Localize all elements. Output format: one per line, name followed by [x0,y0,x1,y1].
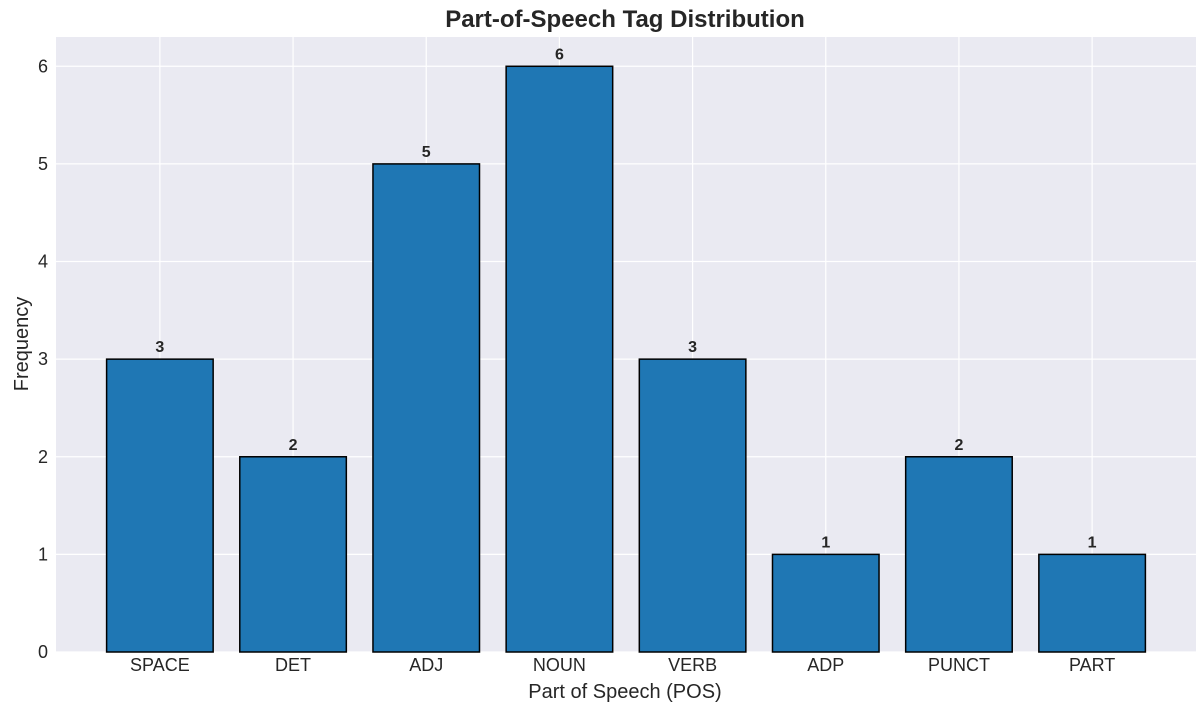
data-label: 3 [688,339,697,356]
x-tick-label: PART [1069,655,1115,675]
data-label: 6 [555,46,564,63]
bar-verb [638,358,747,653]
bar-noun [505,65,614,653]
data-label: 1 [1088,534,1097,551]
y-tick-label: 3 [38,349,48,369]
bar-det [239,456,348,653]
data-labels: 3 2 5 6 3 1 2 1 [155,46,1096,551]
data-label: 2 [289,437,298,454]
x-tick-label: NOUN [533,655,586,675]
x-tick-label: ADP [807,655,844,675]
x-tick-labels: SPACE DET ADJ NOUN VERB ADP PUNCT PART [130,655,1115,675]
y-tick-label: 0 [38,642,48,662]
y-tick-label: 2 [38,447,48,467]
x-tick-label: SPACE [130,655,190,675]
bar-punct [904,456,1013,653]
x-axis-label: Part of Speech (POS) [528,681,721,703]
bar-space [105,358,214,653]
x-tick-label: ADJ [409,655,443,675]
data-label: 3 [155,339,164,356]
y-tick-label: 6 [38,56,48,76]
x-tick-label: VERB [668,655,717,675]
data-label: 5 [422,144,431,161]
bars [105,65,1147,653]
y-axis-label: Frequency [11,297,33,392]
bar-part [1038,553,1147,653]
y-tick-label: 4 [38,252,48,272]
bar-adp [771,553,880,653]
chart-title: Part-of-Speech Tag Distribution [445,6,805,33]
plot-area [56,37,1196,652]
bar-adj [372,163,481,653]
y-tick-label: 1 [38,544,48,564]
y-tick-labels: 0 1 2 3 4 5 6 [38,56,48,662]
data-label: 1 [821,534,830,551]
x-tick-label: DET [275,655,311,675]
x-tick-label: PUNCT [928,655,990,675]
data-label: 2 [954,437,963,454]
y-tick-label: 5 [38,154,48,174]
